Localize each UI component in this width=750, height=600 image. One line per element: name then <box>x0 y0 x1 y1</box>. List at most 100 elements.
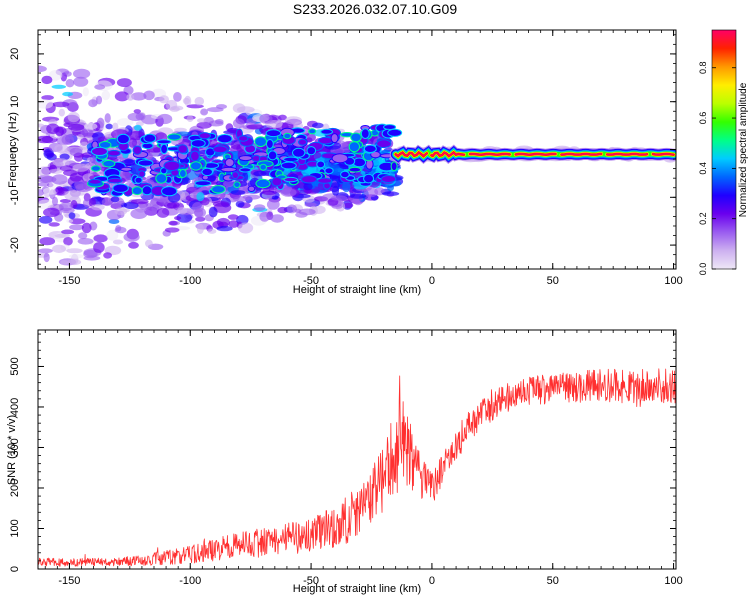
spectrogram-y-label: Frequency (Hz) <box>7 112 19 188</box>
colorbar-tick-label: 0.4 <box>698 162 708 175</box>
spectrogram-cell <box>38 248 53 254</box>
spectrogram-cell <box>102 159 116 168</box>
snr-y-label: SNR (10 * v/v) <box>6 415 18 485</box>
spectrogram-cell <box>41 95 54 101</box>
spectrogram-cell <box>143 133 157 143</box>
spectrogram-cell <box>259 163 268 171</box>
spectrogram-cell <box>38 216 53 224</box>
spectrogram-cell <box>237 135 249 142</box>
x-tick-label: 100 <box>664 275 682 287</box>
spectrogram-cell <box>387 128 403 137</box>
spectrogram-cell <box>104 113 111 123</box>
spectrogram-cell <box>83 255 101 261</box>
spectrogram-cell <box>157 113 173 125</box>
y-tick-label: 10 <box>9 96 21 108</box>
colorbar-tick-label: 0.8 <box>698 61 708 74</box>
spectrogram-cell <box>350 132 362 143</box>
spectrogram-cell <box>40 176 57 183</box>
spectrogram-cell <box>223 180 234 188</box>
spectrogram-cell <box>239 167 252 173</box>
spectrogram-cell <box>133 109 141 114</box>
spectrogram-cell <box>116 118 134 127</box>
spectrogram-cell <box>195 216 206 222</box>
ridge-band <box>395 151 675 157</box>
spectrogram-cell <box>134 176 143 184</box>
spectrogram-cell <box>320 128 334 135</box>
spectrogram-cell <box>179 169 187 178</box>
spectrogram-cell <box>235 200 245 208</box>
spectrogram-cell <box>228 220 239 228</box>
spectrogram-cell <box>176 212 193 223</box>
spectrogram-cell <box>134 124 142 131</box>
spectrogram-cell <box>308 128 317 135</box>
spectrogram-cell <box>161 186 178 197</box>
spectrogram-cell <box>43 148 54 159</box>
spectrogram-cell <box>286 204 298 214</box>
spectrogram-cell <box>63 236 73 246</box>
spectrogram-cell <box>101 90 111 101</box>
spectrogram-cell <box>265 129 282 138</box>
spectrogram-cell <box>173 92 182 102</box>
spectrogram-cell <box>73 76 89 87</box>
spectrogram-cell <box>190 139 206 148</box>
spectrogram-cell <box>75 183 92 192</box>
spectrogram-cell <box>54 143 69 154</box>
spectrogram-cell <box>238 155 253 162</box>
spectrogram-cell <box>174 216 182 221</box>
spectrogram-cell <box>126 93 135 101</box>
y-tick-label: 400 <box>9 398 21 416</box>
spectrogram-cell <box>331 185 340 196</box>
spectrogram-cell <box>88 99 98 108</box>
spectrogram-cell <box>203 116 214 125</box>
spectrogram-cell <box>348 141 360 153</box>
spectrogram-cell <box>156 139 172 145</box>
spectrogram-cell <box>52 101 70 108</box>
spectrogram-cell <box>196 118 207 123</box>
spectrogram-cell <box>262 190 277 195</box>
spectrogram-cell <box>160 143 169 155</box>
spectrogram-cell <box>194 96 205 106</box>
spectrogram-cell <box>278 114 287 121</box>
y-tick-label: 100 <box>9 519 21 537</box>
x-tick-label: 100 <box>664 575 682 587</box>
spectrogram-cell <box>342 181 351 193</box>
spectrogram-cell <box>114 207 128 216</box>
spectrogram-cell <box>177 207 188 215</box>
spectrogram-cell <box>114 91 130 102</box>
spectrogram-cell <box>329 182 341 188</box>
spectrogram-cell <box>112 239 124 245</box>
spectrogram-ridge <box>389 144 676 165</box>
spectrogram-cell <box>216 134 233 144</box>
spectrogram-cell <box>94 84 106 90</box>
spectrogram-cell <box>283 132 292 140</box>
spectrogram-cell <box>91 146 108 156</box>
spectrogram-cell <box>41 75 53 85</box>
spectrogram-cell <box>72 163 89 172</box>
spectrogram-cell <box>164 227 180 233</box>
spectrogram-cell <box>59 199 71 203</box>
snr-x-label: Height of straight line (km) <box>293 583 421 595</box>
spectrogram-cell <box>283 156 299 163</box>
spectrogram-cell <box>59 207 75 214</box>
spectrogram-cell <box>38 123 45 128</box>
spectrogram-cell <box>380 175 397 183</box>
x-tick-label: -100 <box>179 275 201 287</box>
spectrogram-cell <box>78 232 88 240</box>
spectrogram-cell <box>238 222 254 234</box>
spectrogram-cell <box>370 150 381 159</box>
spectrogram-cell <box>300 175 318 184</box>
spectrogram-cell <box>363 173 375 184</box>
spectrogram-cell <box>192 202 204 213</box>
x-tick-label: 0 <box>429 275 435 287</box>
spectrogram-cell <box>284 116 302 125</box>
spectrogram-cell <box>103 252 112 259</box>
spectrogram-heatmap <box>38 65 404 266</box>
spectrogram-cell <box>55 186 64 194</box>
spectrogram-cell <box>224 158 235 168</box>
spectrogram-cell <box>253 170 267 177</box>
spectrogram-cell <box>266 199 280 210</box>
spectrogram-cell <box>69 147 83 157</box>
spectrogram-cell <box>65 79 75 88</box>
spectrogram-cell <box>68 212 76 220</box>
chart-title: S233.2026.032.07.10.G09 <box>292 1 458 17</box>
